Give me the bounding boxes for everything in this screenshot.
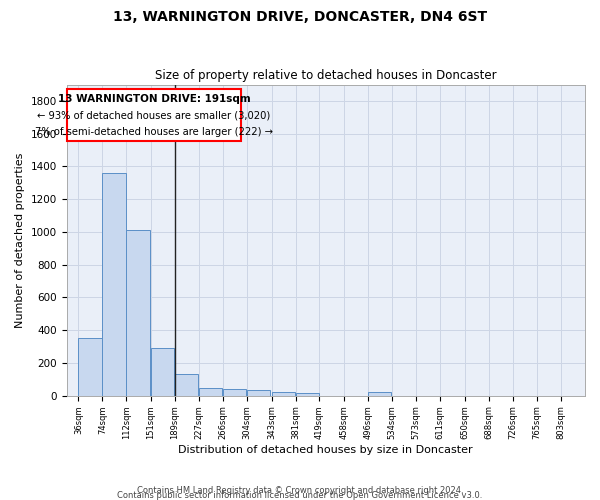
Bar: [296, 394, 319, 396]
Bar: [175, 374, 198, 396]
Bar: [79, 338, 102, 396]
Text: ← 93% of detached houses are smaller (3,020): ← 93% of detached houses are smaller (3,…: [37, 110, 271, 120]
Text: 7% of semi-detached houses are larger (222) →: 7% of semi-detached houses are larger (2…: [35, 126, 273, 136]
Bar: [103, 173, 125, 396]
Bar: [368, 392, 391, 396]
Bar: [247, 390, 271, 396]
X-axis label: Distribution of detached houses by size in Doncaster: Distribution of detached houses by size …: [178, 445, 473, 455]
Y-axis label: Number of detached properties: Number of detached properties: [15, 152, 25, 328]
Bar: [151, 348, 174, 396]
Text: Contains HM Land Registry data © Crown copyright and database right 2024.: Contains HM Land Registry data © Crown c…: [137, 486, 463, 495]
Bar: [127, 230, 149, 396]
Bar: [272, 392, 295, 396]
Text: Contains public sector information licensed under the Open Government Licence v3: Contains public sector information licen…: [118, 490, 482, 500]
Title: Size of property relative to detached houses in Doncaster: Size of property relative to detached ho…: [155, 69, 497, 82]
Bar: [223, 389, 247, 396]
FancyBboxPatch shape: [67, 90, 241, 141]
Bar: [199, 388, 222, 396]
Text: 13 WARNINGTON DRIVE: 191sqm: 13 WARNINGTON DRIVE: 191sqm: [58, 94, 250, 104]
Text: 13, WARNINGTON DRIVE, DONCASTER, DN4 6ST: 13, WARNINGTON DRIVE, DONCASTER, DN4 6ST: [113, 10, 487, 24]
